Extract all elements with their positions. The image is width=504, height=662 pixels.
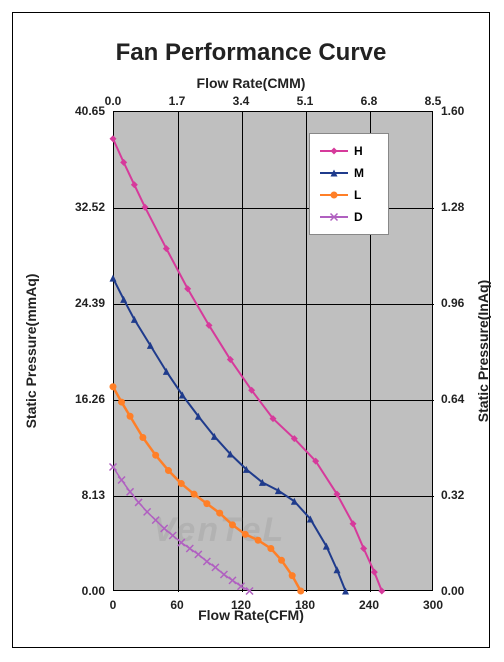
tick-label: 1.7	[169, 94, 186, 108]
tick-label: 5.1	[297, 94, 314, 108]
tick-label: 1.60	[441, 104, 464, 118]
legend: HMLD	[309, 133, 389, 235]
tick-label: 8.5	[425, 94, 442, 108]
tick-label: 120	[231, 598, 251, 612]
tick-label: 0.32	[441, 488, 464, 502]
tick-label: 16.26	[75, 392, 105, 406]
tick-label: 0.00	[82, 584, 105, 598]
tick-label: 32.52	[75, 200, 105, 214]
tick-label: 8.13	[82, 488, 105, 502]
tick-label: 0.96	[441, 296, 464, 310]
tick-label: 0.00	[441, 584, 464, 598]
chart-stage: Fan Performance Curve Flow Rate(CMM) Flo…	[0, 0, 504, 662]
legend-swatch	[320, 167, 348, 179]
tick-label: 3.4	[233, 94, 250, 108]
tick-label: 60	[170, 598, 183, 612]
tick-label: 0	[110, 598, 117, 612]
legend-label: M	[354, 166, 364, 180]
chart-frame: Fan Performance Curve Flow Rate(CMM) Flo…	[12, 12, 490, 648]
tick-label: 24.39	[75, 296, 105, 310]
legend-label: D	[354, 210, 363, 224]
legend-swatch	[320, 211, 348, 223]
legend-label: L	[354, 188, 361, 202]
tick-label: 0.0	[105, 94, 122, 108]
tick-label: 300	[423, 598, 443, 612]
series-M	[110, 275, 350, 595]
tick-label: 180	[295, 598, 315, 612]
tick-label: 6.8	[361, 94, 378, 108]
legend-label: H	[354, 144, 363, 158]
tick-label: 0.64	[441, 392, 464, 406]
legend-item-H: H	[320, 140, 378, 162]
legend-swatch	[320, 145, 348, 157]
legend-item-L: L	[320, 184, 378, 206]
tick-label: 40.65	[75, 104, 105, 118]
tick-label: 1.28	[441, 200, 464, 214]
legend-item-M: M	[320, 162, 378, 184]
legend-swatch	[320, 189, 348, 201]
tick-label: 240	[359, 598, 379, 612]
legend-item-D: D	[320, 206, 378, 228]
